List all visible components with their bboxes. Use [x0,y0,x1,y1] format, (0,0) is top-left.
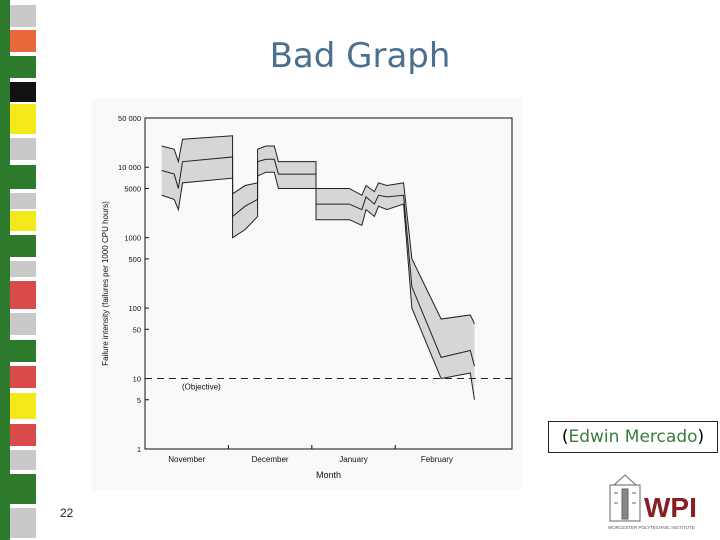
stripe-block [10,211,36,231]
stripe-block [10,30,36,52]
stripe-block [10,138,36,160]
stripe-block [10,82,36,102]
wpi-logo: WPI WORCESTER POLYTECHNIC INSTITUTE [608,474,697,530]
y-tick-label: 50 000 [118,114,141,123]
objective-label: (Objective) [182,383,221,392]
stripe-block [10,56,36,78]
x-tick-label: February [421,455,453,464]
stripe-block [10,393,36,419]
y-tick-label: 5000 [124,184,141,193]
stripe-block [10,313,36,335]
stripe-block [10,508,36,538]
stripe-base [0,0,10,540]
y-tick-label: 1 [137,445,141,454]
y-tick-label: 5 [137,396,141,405]
y-tick-label: 100 [128,304,141,313]
stripe-block [10,261,36,277]
stripe-block [10,450,36,470]
upper-bound-line [161,135,475,324]
y-tick-label: 10 [133,375,141,384]
y-tick-label: 50 [133,325,141,334]
stripe-block [10,474,36,504]
y-tick-label: 1000 [124,234,141,243]
stripe-block [10,165,36,189]
stripe-block [10,193,36,209]
wpi-tower-icon [609,474,641,522]
attribution-box: (Edwin Mercado) [548,421,718,453]
slide-title: Bad Graph [269,36,451,76]
x-tick-label: December [252,455,289,464]
stripe-block [10,424,36,446]
attribution-author: Edwin Mercado [568,427,698,447]
stripe-block [10,5,36,27]
stripe-block [10,104,36,134]
figure-background [92,98,522,490]
failure-intensity-chart: (Objective) 50 000 10 000 5000 1000 500 100 50… [92,98,522,490]
stripe-block [10,281,36,309]
x-tick-label: January [339,455,367,464]
y-axis-label: Failure intensity (failures per 1000 CPU… [101,201,110,366]
y-tick-label: 10 000 [118,163,141,172]
wpi-logo-text: WPI [644,492,697,523]
estimate-line [161,156,475,367]
stripe-block [10,366,36,388]
lower-bound-line [161,171,475,400]
attribution-close-paren: ) [697,427,705,447]
decorative-stripe [0,0,38,540]
x-axis-label: Month [316,470,341,480]
slide-number: 22 [60,506,74,520]
x-tick-label: November [168,455,205,464]
stripe-block [10,235,36,257]
wpi-logo-subtext: WORCESTER POLYTECHNIC INSTITUTE [608,525,695,530]
plot-frame [144,117,513,450]
y-tick-label: 500 [128,255,141,264]
confidence-band [161,135,475,400]
attribution-open-paren: ( [561,427,569,447]
stripe-block [10,340,36,362]
